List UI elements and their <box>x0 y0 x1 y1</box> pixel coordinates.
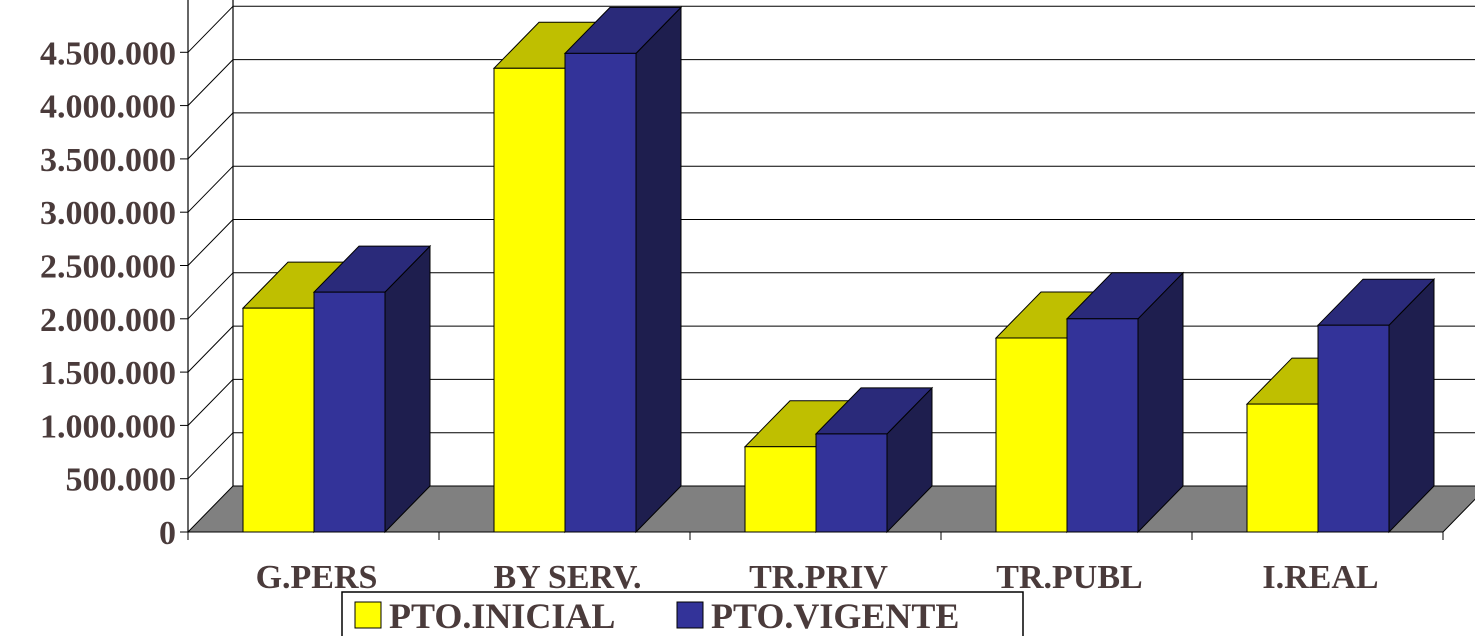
y-tick-label: 1.500.000 <box>40 355 176 392</box>
wall-layer <box>187 0 234 532</box>
gridline-side <box>187 272 234 320</box>
gridline-side <box>187 5 234 53</box>
x-tick-labels: G.PERS BY SERV. TR.PRIV TR.PUBL I.REAL <box>187 532 1444 596</box>
y-tick-label: 3.500.000 <box>40 142 176 179</box>
bar-front-face <box>744 446 817 533</box>
legend: PTO.INICIAL PTO.VIGENTE <box>341 591 1024 636</box>
y-tick-labels: 0 500.000 1.000.000 1.500.000 2.000.000 2.500… <box>40 35 188 552</box>
y-tick-label: 2.000.000 <box>40 302 176 339</box>
bar-side-face <box>635 6 682 534</box>
bar-side-face <box>384 244 431 534</box>
y-tick-label: 500.000 <box>66 462 177 499</box>
bar-front-face <box>242 307 315 533</box>
legend-label: PTO.INICIAL <box>389 596 615 636</box>
bar-front-face <box>815 433 888 533</box>
bar-front-face <box>1246 403 1319 533</box>
y-tick-label: 4.500.000 <box>40 35 176 72</box>
bar-front-face <box>564 52 637 533</box>
bar <box>1065 271 1185 534</box>
bar-front-face <box>995 337 1068 533</box>
bars-layer <box>241 6 1436 534</box>
gridline-side <box>187 165 234 213</box>
bar-front-face <box>313 291 386 533</box>
gridline-side <box>187 325 234 373</box>
x-tick-label: BY SERV. <box>493 559 641 596</box>
gridline-layer <box>187 5 1475 480</box>
bar <box>1316 277 1436 534</box>
gridline-side <box>187 112 234 160</box>
bar-front-face <box>1317 324 1390 533</box>
x-tick-label: G.PERS <box>256 559 378 596</box>
bar-front-face <box>493 67 566 533</box>
legend-swatch <box>676 601 704 629</box>
y-tick-label: 0 <box>159 515 176 552</box>
legend-swatch <box>354 601 382 629</box>
y-tick-label: 3.000.000 <box>40 195 176 232</box>
gridline-side <box>187 432 234 480</box>
y-tick-label: 1.000.000 <box>40 408 176 445</box>
bar <box>563 6 683 534</box>
gridline-side <box>187 59 234 106</box>
bar <box>814 386 934 534</box>
x-tick-label: TR.PUBL <box>996 559 1142 596</box>
y-tick-label: 4.000.000 <box>40 89 176 126</box>
x-tick-label: TR.PRIV <box>749 559 888 596</box>
y-tick-label: 2.500.000 <box>40 249 176 286</box>
bar-front-face <box>1066 318 1139 533</box>
gridline-side <box>187 219 234 266</box>
gridline-side <box>187 379 234 426</box>
legend-label: PTO.VIGENTE <box>711 596 959 636</box>
x-tick-label: I.REAL <box>1262 559 1378 596</box>
bar <box>312 244 432 534</box>
